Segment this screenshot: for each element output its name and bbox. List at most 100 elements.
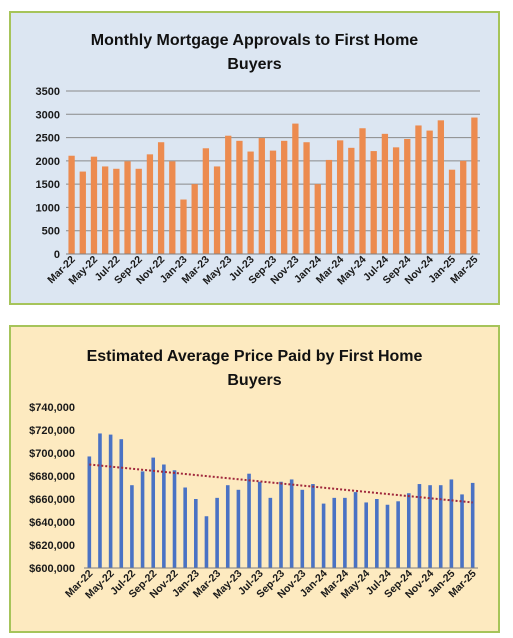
bar-Oct-22 — [146, 154, 154, 254]
bar-Sep-24 — [404, 138, 411, 254]
bar-Dec-24 — [437, 120, 444, 254]
y-tick-label: 2500 — [36, 133, 60, 145]
bar-Dec-23 — [303, 142, 310, 254]
bar-Jan-24 — [321, 503, 326, 568]
y-tick-label: 2000 — [36, 156, 60, 168]
bar-Jul-22 — [113, 168, 120, 254]
y-tick-label: 0 — [54, 249, 60, 261]
bar-May-23 — [225, 135, 232, 254]
bar-Oct-24 — [417, 484, 422, 568]
bar-Mar-24 — [336, 140, 344, 254]
bar-Jun-22 — [102, 166, 109, 254]
y-tick-label: $660,000 — [29, 494, 75, 506]
y-tick-label: $740,000 — [29, 402, 75, 414]
y-tick-label: $620,000 — [29, 540, 75, 552]
bar-Aug-22 — [140, 471, 145, 568]
bar-Jul-24 — [385, 504, 390, 568]
bar-Sep-24 — [406, 493, 411, 568]
bar-Jan-24 — [314, 184, 321, 254]
bar-Apr-23 — [225, 485, 230, 568]
bar-Jun-23 — [236, 140, 243, 254]
bar-Feb-25 — [460, 160, 467, 254]
bar-Mar-24 — [343, 497, 347, 568]
bar-Feb-25 — [460, 494, 464, 568]
bar-Apr-22 — [79, 171, 86, 254]
y-tick-label: 1500 — [36, 179, 60, 191]
bar-Nov-22 — [157, 142, 165, 254]
price-title-line1: Estimated Average Price Paid by First Ho… — [86, 348, 423, 365]
bar-Jan-23 — [180, 199, 187, 254]
approvals-chart-plot: 0500100015002000250030003500Mar-22May-22… — [36, 86, 481, 287]
bar-May-24 — [364, 502, 368, 568]
bar-Jul-23 — [247, 151, 254, 254]
bar-Aug-23 — [258, 138, 265, 254]
price-title-line2: Buyers — [227, 372, 282, 389]
bar-May-24 — [359, 128, 366, 254]
bar-Feb-23 — [191, 184, 198, 254]
bar-Feb-23 — [204, 516, 209, 568]
y-tick-label: $600,000 — [29, 563, 75, 575]
y-tick-label: 1000 — [36, 202, 60, 214]
bar-Apr-23 — [213, 166, 221, 254]
bar-Sep-22 — [135, 168, 142, 254]
bar-Jun-23 — [247, 473, 251, 568]
bar-Aug-24 — [396, 501, 400, 568]
bar-Jul-23 — [257, 481, 262, 568]
bar-Sep-23 — [269, 150, 277, 254]
approvals-chart-title: Monthly Mortgage Approvals to First Home… — [11, 29, 498, 77]
bar-Aug-24 — [392, 147, 400, 254]
bar-Oct-23 — [289, 479, 294, 568]
bar-Apr-24 — [353, 492, 358, 568]
price-chart-title: Estimated Average Price Paid by First Ho… — [11, 345, 498, 393]
bar-Dec-22 — [183, 487, 187, 568]
approvals-chart-panel: Monthly Mortgage Approvals to First Home… — [9, 11, 500, 305]
bar-Jan-23 — [194, 499, 198, 568]
bar-Jun-22 — [119, 439, 124, 568]
bar-Nov-23 — [300, 489, 305, 568]
bar-Jun-24 — [370, 151, 377, 254]
bar-Feb-24 — [332, 497, 337, 568]
bar-Nov-22 — [172, 470, 177, 568]
bar-Jul-22 — [130, 485, 134, 568]
bar-Sep-22 — [151, 457, 156, 568]
bar-Mar-22 — [87, 456, 92, 568]
approvals-title-line1: Monthly Mortgage Approvals to First Home — [90, 32, 419, 49]
bar-Mar-25 — [470, 482, 475, 568]
bar-Nov-24 — [428, 485, 432, 568]
bar-Dec-23 — [311, 484, 315, 568]
approvals-title-line2: Buyers — [227, 56, 282, 73]
y-tick-label: $640,000 — [29, 517, 75, 529]
bar-Oct-22 — [162, 464, 166, 568]
bar-Jul-24 — [381, 133, 389, 254]
bar-Mar-22 — [68, 155, 75, 254]
bar-May-23 — [236, 489, 241, 568]
bar-Nov-24 — [426, 130, 433, 254]
bar-Mar-23 — [202, 148, 210, 254]
bar-Dec-22 — [169, 161, 176, 254]
bar-Aug-23 — [268, 497, 273, 568]
bar-Jan-25 — [449, 479, 454, 568]
y-tick-label: 3500 — [36, 86, 60, 98]
y-tick-label: $680,000 — [29, 471, 75, 483]
bar-Oct-23 — [281, 140, 288, 254]
bar-Aug-22 — [124, 161, 131, 254]
bar-May-22 — [108, 434, 113, 568]
bar-Feb-24 — [325, 159, 333, 254]
bar-Apr-24 — [348, 147, 355, 254]
bar-Oct-24 — [415, 125, 422, 254]
y-tick-label: 3000 — [36, 109, 60, 121]
bar-May-22 — [90, 156, 98, 254]
y-tick-label: $700,000 — [29, 448, 75, 460]
bar-Apr-22 — [98, 433, 102, 568]
y-tick-label: 500 — [42, 226, 60, 238]
bar-Nov-23 — [292, 123, 299, 254]
y-tick-label: $720,000 — [29, 425, 75, 437]
price-chart-plot: $600,000 $620,000 $640,000 $660,000 $680,000… — [29, 402, 479, 601]
bar-Jun-24 — [375, 499, 379, 568]
trendline — [89, 463, 473, 504]
bar-Mar-25 — [471, 117, 478, 254]
bar-Sep-23 — [279, 481, 283, 568]
price-chart-panel: Estimated Average Price Paid by First Ho… — [9, 325, 500, 633]
bar-Dec-24 — [438, 485, 443, 568]
bar-Mar-23 — [215, 497, 219, 568]
